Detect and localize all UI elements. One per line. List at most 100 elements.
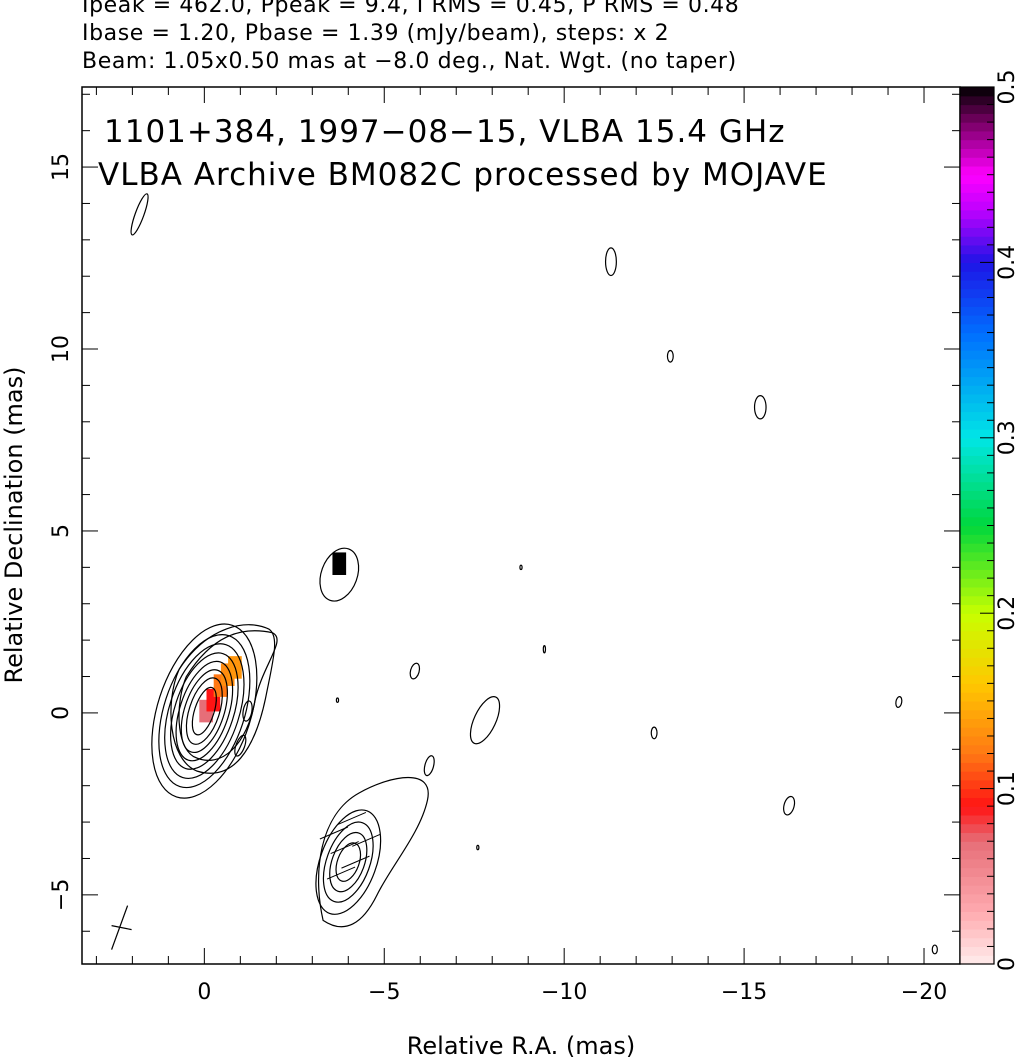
colorbar-band-76 <box>960 288 994 299</box>
core-contour-0 <box>191 686 217 736</box>
contour-island-9 <box>931 944 938 955</box>
colorbar-band-33 <box>960 665 994 676</box>
plot-frame <box>81 86 961 965</box>
colorbar-band-98 <box>960 95 994 106</box>
evpa-tick-0 <box>319 826 349 840</box>
colorbar-band-37 <box>960 630 994 641</box>
colorbar-band-38 <box>960 621 994 632</box>
colorbar-band-86 <box>960 201 994 211</box>
colorbar-band-71 <box>960 332 994 342</box>
evpa-tick-3 <box>352 833 381 847</box>
contour-island-14 <box>519 564 523 571</box>
colorbar-band-62 <box>960 411 994 421</box>
colorbar-band-65 <box>960 385 994 395</box>
contour-island-16 <box>476 844 480 851</box>
colorbar-band-27 <box>960 718 994 728</box>
colorbar-band-88 <box>960 183 994 193</box>
x-tick-label-3: −15 <box>721 980 767 1005</box>
jet-outer-contour <box>318 777 429 928</box>
colorbar-band-87 <box>960 192 994 202</box>
colorbar-band-8 <box>960 885 994 895</box>
colorbar-band-28 <box>960 709 994 720</box>
header-line-2: Ibase = 1.20, Pbase = 1.39 (mJy/beam), s… <box>82 21 670 46</box>
contour-island-1 <box>409 662 421 680</box>
colorbar-band-42 <box>960 586 994 597</box>
y-tick-label-2: 5 <box>49 524 74 538</box>
colorbar-tick-label-2: 0.2 <box>995 596 1020 631</box>
contour-island-10 <box>234 734 247 757</box>
evpa-tick-1 <box>330 841 359 855</box>
y-tick-label-0: −5 <box>49 879 74 911</box>
colorbar-band-21 <box>960 771 994 781</box>
colorbar-tick-label-5: 0.5 <box>995 70 1020 105</box>
colorbar-band-91 <box>960 157 994 167</box>
contour-island-7 <box>783 795 796 816</box>
colorbar-band-89 <box>960 174 994 185</box>
x-tick-label-0: 0 <box>197 980 211 1005</box>
colorbar-band-83 <box>960 227 994 237</box>
colorbar-band-82 <box>960 236 994 246</box>
contour-island-0 <box>319 547 360 602</box>
colorbar-band-78 <box>960 271 994 281</box>
colorbar-band-74 <box>960 306 994 316</box>
colorbar-band-99 <box>960 87 994 97</box>
colorbar-band-52 <box>960 499 994 509</box>
colorbar-band-79 <box>960 262 994 272</box>
contour-island-11 <box>242 700 253 722</box>
header-line-3: Beam: 1.05x0.50 mas at −8.0 deg., Nat. W… <box>82 49 737 74</box>
colorbar-band-1 <box>960 946 994 956</box>
colorbar-band-72 <box>960 323 994 334</box>
colorbar-band-31 <box>960 683 994 693</box>
contour-island-6 <box>753 394 767 420</box>
contour-island-17 <box>130 193 149 236</box>
contour-island-12 <box>650 726 658 740</box>
colorbar-band-67 <box>960 367 994 378</box>
colorbar-band-41 <box>960 595 994 606</box>
pol-pixel-5 <box>332 552 347 575</box>
contour-island-5 <box>666 349 674 363</box>
colorbar-band-4 <box>960 920 994 930</box>
colorbar-tick-label-4: 0.4 <box>995 245 1020 280</box>
colorbar-band-48 <box>960 534 994 544</box>
contour-island-2 <box>469 696 501 745</box>
core-contour-3 <box>175 660 234 762</box>
colorbar-band-93 <box>960 139 994 149</box>
colorbar-band-25 <box>960 735 994 746</box>
colorbar-band-30 <box>960 692 994 702</box>
evpa-tick-4 <box>326 866 356 880</box>
colorbar-band-43 <box>960 578 994 588</box>
colorbar-tick-label-0: 0 <box>995 957 1020 971</box>
colorbar-band-32 <box>960 674 994 684</box>
core-contour-1 <box>185 677 223 745</box>
colorbar-band-69 <box>960 350 994 360</box>
colorbar-band-14 <box>960 832 994 842</box>
core-contour-4 <box>170 652 239 770</box>
colorbar-band-57 <box>960 455 994 465</box>
core-outermost-contour <box>170 624 276 774</box>
colorbar-band-47 <box>960 543 994 553</box>
colorbar-band-58 <box>960 446 994 456</box>
colorbar-band-5 <box>960 911 994 921</box>
contour-island-13 <box>335 697 340 703</box>
colorbar-band-35 <box>960 648 994 658</box>
colorbar-band-59 <box>960 437 994 448</box>
jet-contour-3 <box>315 809 382 915</box>
colorbar-band-17 <box>960 806 994 816</box>
colorbar-band-46 <box>960 551 994 562</box>
colorbar-band-12 <box>960 849 994 860</box>
colorbar-band-60 <box>960 429 994 439</box>
colorbar-band-70 <box>960 341 994 351</box>
beam-minor-axis <box>111 925 132 931</box>
colorbar-band-15 <box>960 823 994 834</box>
colorbar-band-50 <box>960 516 994 527</box>
colorbar-band-64 <box>960 393 994 404</box>
core-contour-7 <box>151 623 258 799</box>
colorbar-band-56 <box>960 464 994 474</box>
colorbar-band-20 <box>960 779 994 790</box>
colorbar-band-53 <box>960 490 994 500</box>
colorbar-band-61 <box>960 420 994 430</box>
contour-island-15 <box>542 644 547 654</box>
contour-island-8 <box>895 695 903 708</box>
colorbar-band-84 <box>960 218 994 228</box>
